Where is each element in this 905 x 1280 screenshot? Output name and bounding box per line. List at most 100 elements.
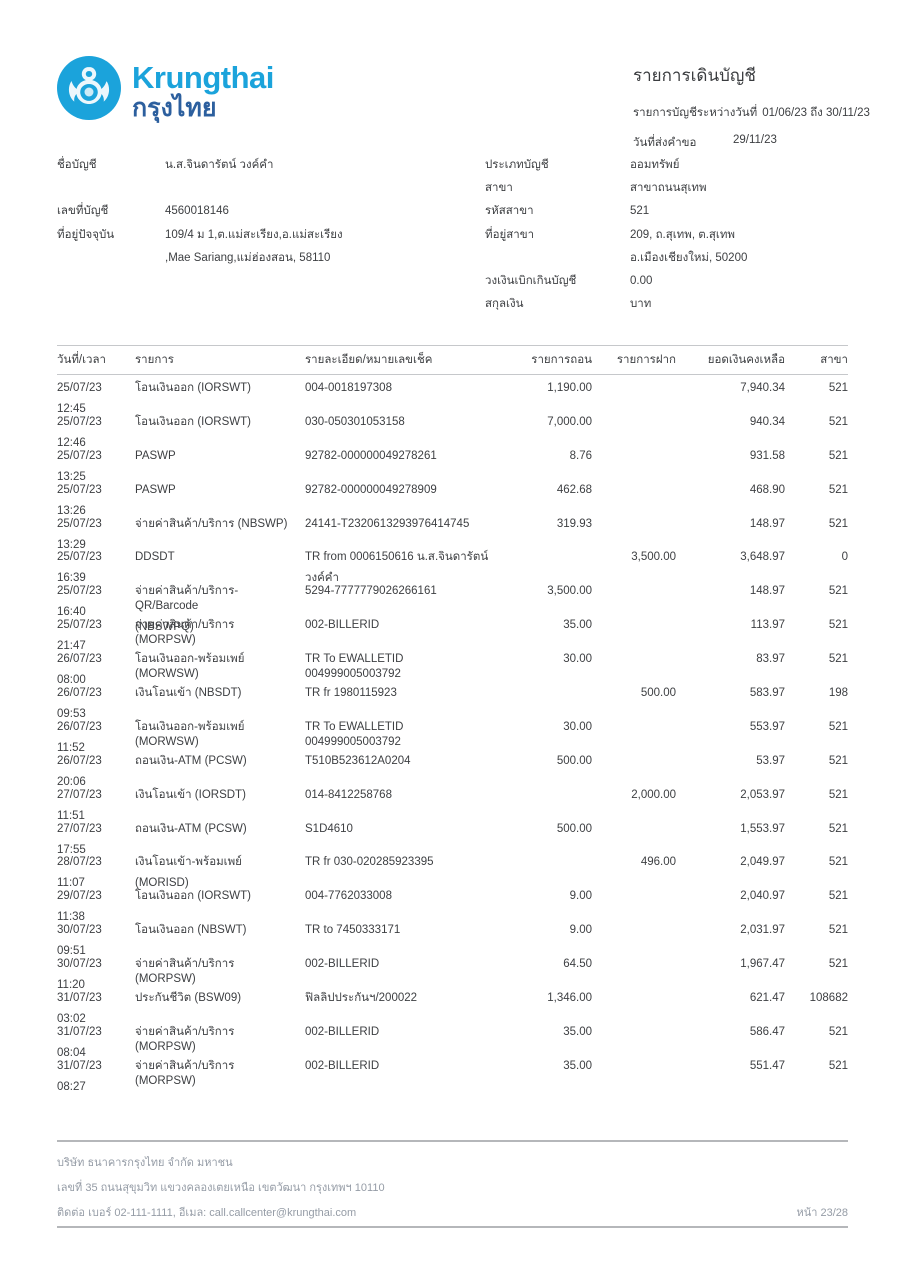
transaction-detail: 24141-T2320613293976414745 (305, 517, 470, 530)
footer-contact: ติดต่อ เบอร์ 02-111-1111, อีเมล: call.ca… (57, 1207, 357, 1219)
col-header-branch: สาขา (820, 354, 848, 366)
account-field: เลขที่บัญชี 4560018146 (57, 204, 485, 227)
transaction-date: 27/07/23 (57, 788, 102, 801)
cell-withdrawal: 30.00 (563, 720, 592, 733)
account-field-label: ชื่อบัญชี (57, 159, 97, 171)
cell-description: จ่ายค่าสินค้า/บริการ (MORPSW) (135, 1025, 305, 1061)
transaction-time: 08:27 (57, 1080, 86, 1093)
cell-date-time: 26/07/23 08:00 (57, 652, 135, 688)
cell-branch: 521 (828, 483, 848, 496)
account-field: ที่อยู่สาขา 209, ถ.สุเทพ, ต.สุเทพ (485, 228, 848, 251)
cell-branch: 521 (828, 924, 848, 937)
transactions-table: วันที่/เวลา รายการ รายละเอียด/หมายเลขเช็… (57, 345, 848, 1093)
cell-branch: 521 (828, 822, 848, 835)
account-info-section: ชื่อบัญชี น.ส.จินดารัตน์ วงค์คำ เลขที่บั… (57, 158, 848, 320)
account-field: อ.เมืองเชียงใหม่, 50200 (485, 251, 848, 274)
account-field: รหัสสาขา 521 (485, 204, 848, 227)
cell-date-time: 31/07/23 08:27 (57, 1059, 135, 1095)
col-header-detail-cheque: รายละเอียด/หมายเลขเช็ค (305, 354, 433, 366)
cell-description: โอนเงินออก (NBSWT) (135, 923, 305, 959)
transaction-date: 31/07/23 (57, 992, 102, 1005)
cell-branch: 521 (828, 754, 848, 767)
cell-balance: 1,967.47 (740, 958, 785, 971)
krungthai-logo: Krungthai กรุงไทย (57, 56, 274, 123)
account-info-left: ชื่อบัญชี น.ส.จินดารัตน์ วงค์คำ เลขที่บั… (57, 158, 485, 320)
cell-deposit (592, 889, 676, 925)
col-header-deposit: รายการฝาก (616, 354, 676, 366)
cell-balance: 1,553.97 (740, 822, 785, 835)
transaction-detail: 004-0018197308 (305, 382, 392, 394)
transaction-time: 13:26 (57, 504, 86, 517)
transaction-date: 30/07/23 (57, 958, 102, 971)
page-header: Krungthai กรุงไทย รายการเดินบัญชี รายการ… (57, 56, 870, 164)
cell-description: จ่ายค่าสินค้า/บริการ (MORPSW) (135, 1059, 305, 1095)
transactions-body: 25/07/23 12:45 โอนเงินออก (IORSWT) 004-0… (57, 375, 848, 1093)
cell-detail: 002-BILLERID (305, 618, 507, 654)
cell-date-time: 27/07/23 11:51 (57, 788, 135, 824)
cell-detail: T510B523612A0204 (305, 754, 507, 790)
transaction-description: โอนเงินออก (NBSWT) (135, 924, 247, 937)
table-row: 25/07/23 12:45 โอนเงินออก (IORSWT) 004-0… (57, 375, 848, 415)
transaction-time: 11:51 (57, 809, 85, 822)
cell-deposit (592, 618, 676, 654)
transaction-description: PASWP (135, 483, 176, 496)
request-date-value: 29/11/23 (733, 134, 777, 146)
cell-description: โอนเงินออก-พร้อมเพย์ (MORWSW) (135, 720, 305, 756)
transaction-description: จ่ายค่าสินค้า/บริการ (MORPSW) (135, 1025, 235, 1053)
transaction-time: 08:00 (57, 674, 86, 687)
cell-branch: 521 (828, 856, 848, 869)
cell-balance: 3,648.97 (740, 551, 785, 564)
cell-deposit (592, 449, 676, 485)
cell-balance: 113.97 (750, 619, 785, 632)
cell-branch: 108682 (809, 992, 848, 1005)
transaction-detail: TR To EWALLETID 004999005003792 (305, 653, 404, 681)
transaction-description: เงินโอนเข้า-พร้อมเพย์ (135, 856, 242, 869)
cell-deposit (592, 381, 676, 417)
cell-description: PASWP (135, 449, 305, 485)
transaction-detail: TR from 0006150616 น.ส.จินดารัตน์ (305, 551, 489, 564)
transaction-date: 25/07/23 (57, 449, 102, 462)
cell-detail: 24141-T2320613293976414745 (305, 517, 507, 553)
transaction-time: 13:25 (57, 470, 86, 483)
account-field: วงเงินเบิกเกินบัญชี 0.00 (485, 274, 848, 297)
cell-branch: 0 (841, 551, 848, 564)
cell-withdrawal: 462.68 (556, 483, 592, 496)
cell-branch: 198 (828, 687, 848, 700)
period-label: รายการบัญชีระหว่างวันที่ (633, 107, 758, 119)
cell-deposit (592, 1025, 676, 1061)
footer-contact-row: ติดต่อ เบอร์ 02-111-1111, อีเมล: call.ca… (57, 1201, 848, 1226)
cell-description: PASWP (135, 483, 305, 519)
cell-balance: 2,049.97 (740, 856, 785, 869)
cell-deposit (592, 720, 676, 756)
transaction-detail: TR fr 030-020285923395 (305, 856, 434, 869)
cell-branch: 521 (828, 585, 848, 598)
cell-withdrawal: 9.00 (569, 924, 592, 937)
cell-date-time: 25/07/23 13:26 (57, 483, 135, 519)
cell-withdrawal: 35.00 (563, 619, 592, 632)
cell-withdrawal (507, 855, 592, 891)
cell-detail: 004-0018197308 (305, 381, 507, 417)
cell-withdrawal (507, 550, 592, 586)
table-row: 31/07/23 08:04 จ่ายค่าสินค้า/บริการ (MOR… (57, 1019, 848, 1059)
account-info-right: ประเภทบัญชี ออมทรัพย์ สาขา สาขาถนนสุเทพ … (485, 158, 848, 320)
cell-branch: 521 (828, 653, 848, 666)
statement-header-info: รายการเดินบัญชี รายการบัญชีระหว่างวันที่… (633, 56, 870, 164)
transaction-date: 30/07/23 (57, 924, 102, 937)
cell-withdrawal: 1,346.00 (547, 992, 592, 1005)
transaction-detail: TR fr 1980115923 (305, 687, 397, 700)
transaction-time: 20:06 (57, 775, 86, 788)
transaction-time: 11:52 (57, 741, 85, 754)
cell-detail: 030-050301053158 (305, 415, 507, 451)
cell-withdrawal: 9.00 (569, 890, 592, 903)
cell-balance: 2,053.97 (740, 788, 785, 801)
cell-date-time: 30/07/23 11:20 (57, 957, 135, 993)
page-footer: บริษัท ธนาคารกรุงไทย จำกัด มหาชน เลขที่ … (57, 1140, 848, 1228)
transaction-date: 25/07/23 (57, 483, 102, 496)
cell-deposit (592, 1059, 676, 1095)
transaction-time: 16:39 (57, 572, 86, 585)
account-field-value: อ.เมืองเชียงใหม่, 50200 (630, 251, 748, 264)
cell-date-time: 25/07/23 21:47 (57, 618, 135, 654)
transaction-time: 12:46 (57, 436, 86, 449)
account-field-value: 0.00 (630, 274, 653, 287)
brand-name-en: Krungthai (132, 60, 274, 95)
